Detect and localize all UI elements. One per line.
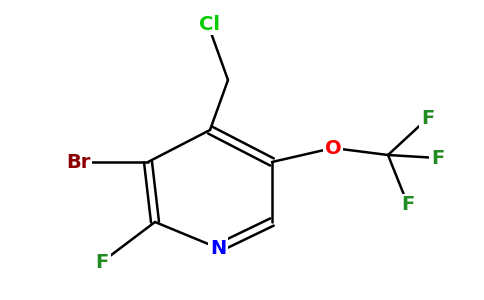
Text: O: O: [325, 139, 341, 158]
Text: F: F: [431, 148, 445, 167]
Text: F: F: [401, 196, 415, 214]
Text: Br: Br: [66, 152, 90, 172]
Text: N: N: [210, 238, 226, 257]
Text: F: F: [95, 253, 108, 272]
Text: Cl: Cl: [199, 14, 221, 34]
Text: F: F: [422, 109, 435, 128]
